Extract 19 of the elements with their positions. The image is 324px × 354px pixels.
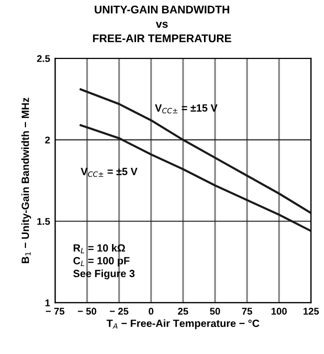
annotation: R$_{L}$ = 10 kΩ C$_{L}$ = 100 pF See Figure 3: [73, 244, 135, 280]
x-tick-label: 25: [178, 308, 188, 315]
x-axis-title: T$_{A}$ − Free-Air Temperature − °C: [106, 319, 260, 330]
x-tick-label: 50: [210, 308, 220, 315]
x-tick-label: 75: [242, 308, 252, 315]
x-tick-label: − 75: [46, 308, 64, 315]
x-tick-label: − 25: [110, 308, 128, 315]
chart-title: UNITY-GAIN BANDWIDTH vs FREE-AIR TEMPERATURE: [93, 6, 232, 42]
series-label: V$_{CC±}$ = ±15 V: [154, 104, 218, 114]
x-tick-label: − 50: [78, 308, 96, 315]
x-tick-label: 125: [304, 308, 319, 315]
y-axis-title: B$_{1}$ − Unity-Gain Bandwidth − MHz: [21, 98, 32, 264]
x-tick-label: 0: [148, 308, 154, 315]
y-tick-label: 1: [45, 300, 50, 306]
x-tick-label: 100: [272, 308, 287, 315]
y-tick-label: 2.5: [37, 55, 50, 62]
y-tick-label: 1.5: [37, 218, 50, 225]
series-label: V$_{CC±}$ = ±5 V: [80, 168, 138, 177]
y-tick-label: 2: [45, 136, 50, 144]
